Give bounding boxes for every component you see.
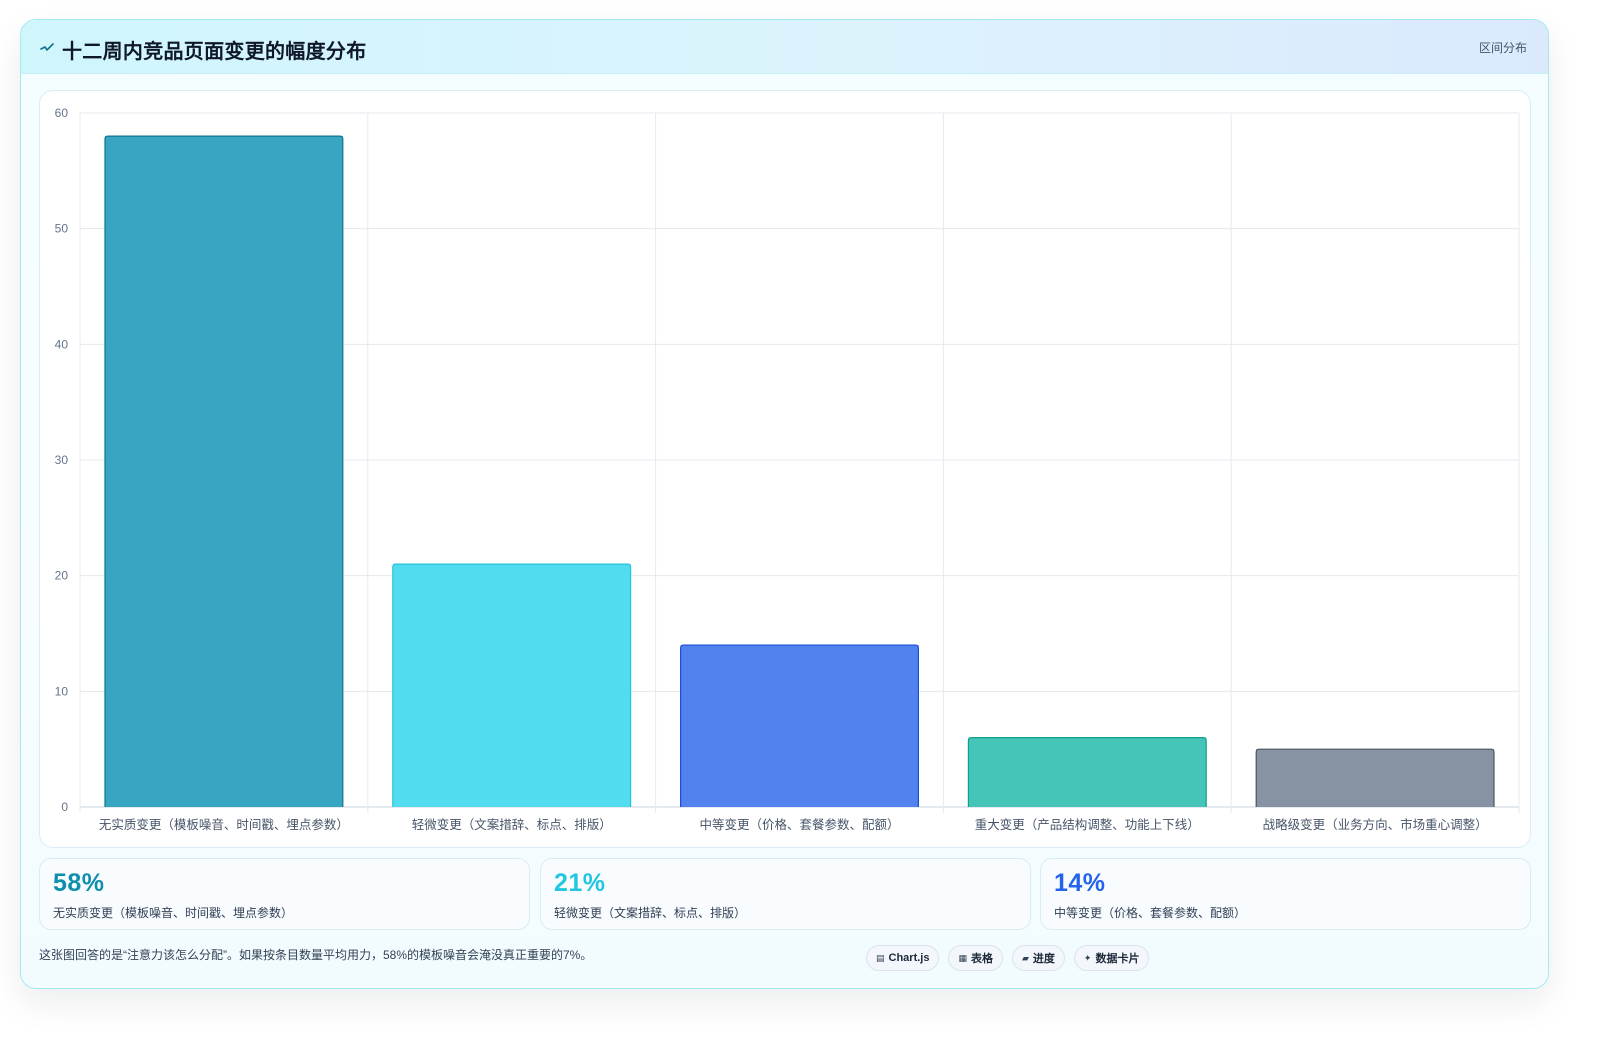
chip-label: Chart.js <box>888 952 930 964</box>
chart-icon: ▤ <box>876 952 885 963</box>
sparkle-icon: ✦ <box>1083 952 1092 963</box>
y-tick-label: 50 <box>55 222 69 236</box>
progress-icon: ▰ <box>1022 952 1029 963</box>
x-tick-label: 无实质变更（模板噪音、时间戳、埋点参数） <box>99 817 349 832</box>
chip-data-card[interactable]: ✦ 数据卡片 <box>1073 945 1150 971</box>
pulse-icon <box>40 43 54 51</box>
stat-value: 21% <box>554 869 606 897</box>
chip-progress[interactable]: ▰ 进度 <box>1012 945 1065 971</box>
chart-card: 十二周内竞品页面变更的幅度分布 区间分布 0 10 20 30 40 50 60 无实质变更（… <box>20 19 1549 989</box>
distribution-tag: 区间分布 <box>1478 41 1527 55</box>
bar-outline <box>680 644 919 807</box>
stat-value: 58% <box>53 869 105 897</box>
bar <box>105 136 343 808</box>
bar-outline <box>392 563 632 807</box>
x-tick-label: 轻微变更（文案措辞、标点、排版） <box>412 817 612 832</box>
y-tick-label: 40 <box>55 337 69 351</box>
x-tick-label: 战略级变更（业务方向、市场重心调整） <box>1263 817 1488 832</box>
footnote: 这张图回答的是“注意力该怎么分配”。如果按条目数量平均用力，58%的模板噪音会淹… <box>39 948 593 962</box>
card-header: 十二周内竞品页面变更的幅度分布 区间分布 <box>21 20 1548 74</box>
bar-outline <box>1255 748 1495 807</box>
bar <box>968 737 1207 807</box>
stat-label: 轻微变更（文案措辞、标点、排版） <box>554 906 747 920</box>
y-tick-label: 60 <box>55 106 69 120</box>
chip-label: 进度 <box>1032 953 1055 965</box>
y-tick-label: 20 <box>55 569 69 583</box>
bar-chart: 0 10 20 30 40 50 60 无实质变更（模板噪音、时间戳、埋点参数） 轻微变更（文案… <box>55 106 1520 832</box>
x-tick-label: 中等变更（价格、套餐参数、配额） <box>699 817 899 832</box>
page-title: 十二周内竞品页面变更的幅度分布 <box>62 41 367 63</box>
x-tick-label: 重大变更（产品结构调整、功能上下线） <box>975 817 1200 832</box>
stat-label: 无实质变更（模板噪音、时间戳、埋点参数） <box>53 906 294 920</box>
y-tick-label: 30 <box>55 453 69 467</box>
bar <box>392 564 631 807</box>
stat-card-moderate-change: 14% 中等变更（价格、套餐参数、配额） <box>1040 858 1531 930</box>
chip-chartjs[interactable]: ▤ Chart.js <box>866 945 940 971</box>
chip-table[interactable]: ▦ 表格 <box>948 945 1003 971</box>
stat-card-minor-change: 21% 轻微变更（文案措辞、标点、排版） <box>540 858 1031 930</box>
stat-card-no-change: 58% 无实质变更（模板噪音、时间戳、埋点参数） <box>39 858 530 930</box>
feature-chips: ▤ Chart.js ▦ 表格 ▰ 进度 ✦ 数据卡片 <box>866 945 1150 971</box>
bar <box>680 645 919 807</box>
bar-outline <box>104 135 344 807</box>
bar-outline <box>967 737 1207 807</box>
stat-value: 14% <box>1054 869 1106 897</box>
chip-label: 表格 <box>971 953 993 965</box>
y-tick-label: 0 <box>61 800 68 814</box>
table-icon: ▦ <box>958 952 967 963</box>
stat-label: 中等变更（价格、套餐参数、配额） <box>1054 906 1247 920</box>
y-tick-label: 10 <box>55 684 69 698</box>
bar <box>1256 749 1494 807</box>
chip-label: 数据卡片 <box>1095 953 1140 965</box>
chart-panel: 0 10 20 30 40 50 60 无实质变更（模板噪音、时间戳、埋点参数） 轻微变更（文案… <box>39 90 1531 848</box>
